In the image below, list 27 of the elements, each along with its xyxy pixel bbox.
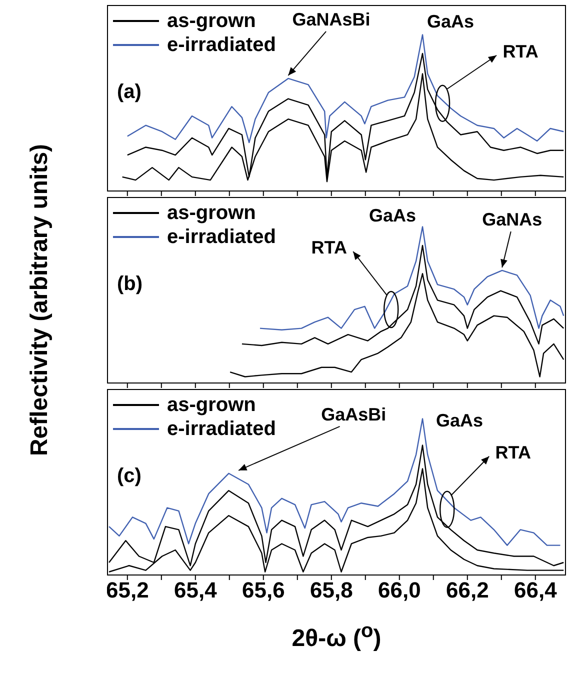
annotation: GaAs	[436, 410, 484, 431]
x-tick-label: 66,0	[378, 578, 421, 603]
legend-label: as-grown	[167, 393, 256, 417]
annotation: GaAs	[369, 206, 416, 226]
y-axis-title: Reflectivity (arbitrary units)	[26, 144, 54, 456]
annotation: GaNAs	[482, 209, 542, 230]
x-tick-label: 66,4	[514, 578, 558, 603]
x-tick-label: 66,2	[446, 578, 489, 603]
legend-label: e-irradiated	[167, 33, 276, 57]
legend-label: e-irradiated	[167, 417, 276, 441]
x-tick-label: 65,8	[310, 578, 353, 603]
annotation: (b)	[117, 273, 143, 295]
x-axis-title: 2θ-ω ($^{o}$)	[290, 620, 382, 653]
legend-label: e-irradiated	[167, 225, 276, 249]
annotation: GaAs	[427, 12, 474, 32]
legend-label: as-grown	[167, 9, 256, 33]
annotation: RTA	[495, 442, 531, 462]
annotation: RTA	[502, 41, 538, 62]
x-tick-label: 65,6	[242, 578, 285, 603]
annotation: GaNAsBi	[292, 9, 370, 30]
x-tick-label: 65,2	[106, 578, 149, 603]
x-tick-label: 65,4	[174, 578, 218, 603]
legend-label: as-grown	[167, 201, 256, 225]
annotation: GaAsBi	[321, 404, 386, 424]
annotation: RTA	[311, 238, 347, 258]
annotation: (c)	[117, 465, 142, 487]
annotation: (a)	[117, 81, 142, 103]
